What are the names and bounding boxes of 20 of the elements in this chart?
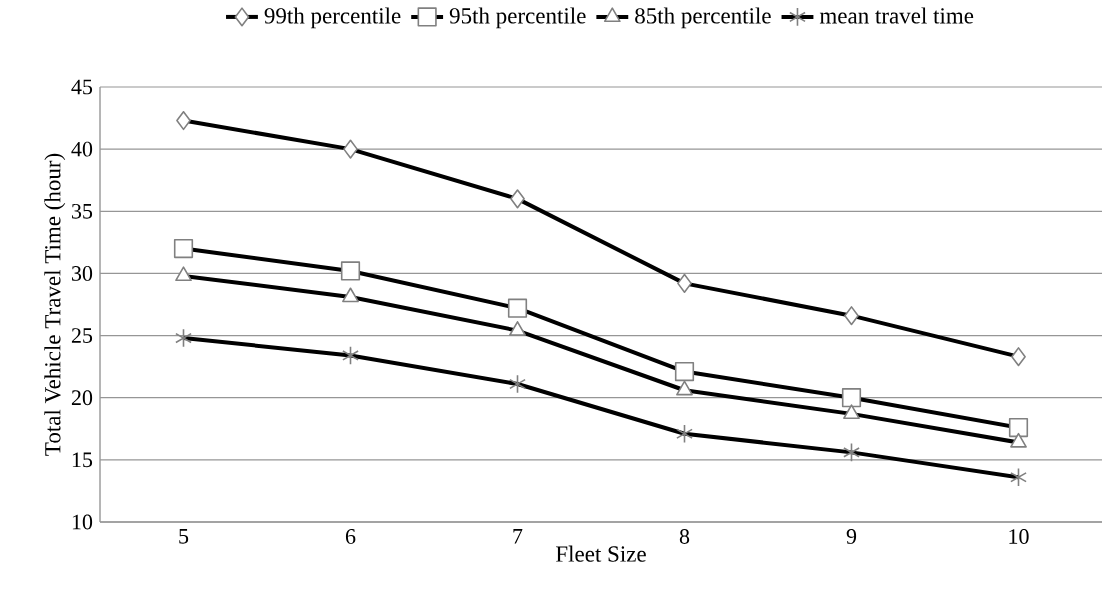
x-tick-label: 8 [679,529,690,544]
legend-label: mean travel time [819,7,974,24]
x-tick-label: 9 [846,529,857,544]
legend-label: 95th percentile [449,7,586,29]
y-tick-label: 10 [72,514,93,530]
y-tick-label: 35 [72,203,93,219]
y-tick-label: 45 [71,79,93,95]
legend-label: 99th percentile [264,7,401,29]
y-tick-label: 15 [72,452,93,468]
y-tick-label: 25 [71,328,93,343]
y-tick-label: 20 [71,390,93,406]
x-axis-title: Fleet Size [555,545,646,562]
x-tick-label: 7 [513,529,523,544]
x-tick-label: 10 [1009,529,1029,544]
y-tick-label: 40 [71,141,93,157]
x-tick-label: 6 [345,529,356,544]
legend-label: 85th percentile [635,7,771,29]
y-tick-label: 30 [72,266,93,281]
x-tick-label: 5 [179,529,189,544]
y-axis-title: Total Vehicle Travel Time (hour) [44,153,66,456]
